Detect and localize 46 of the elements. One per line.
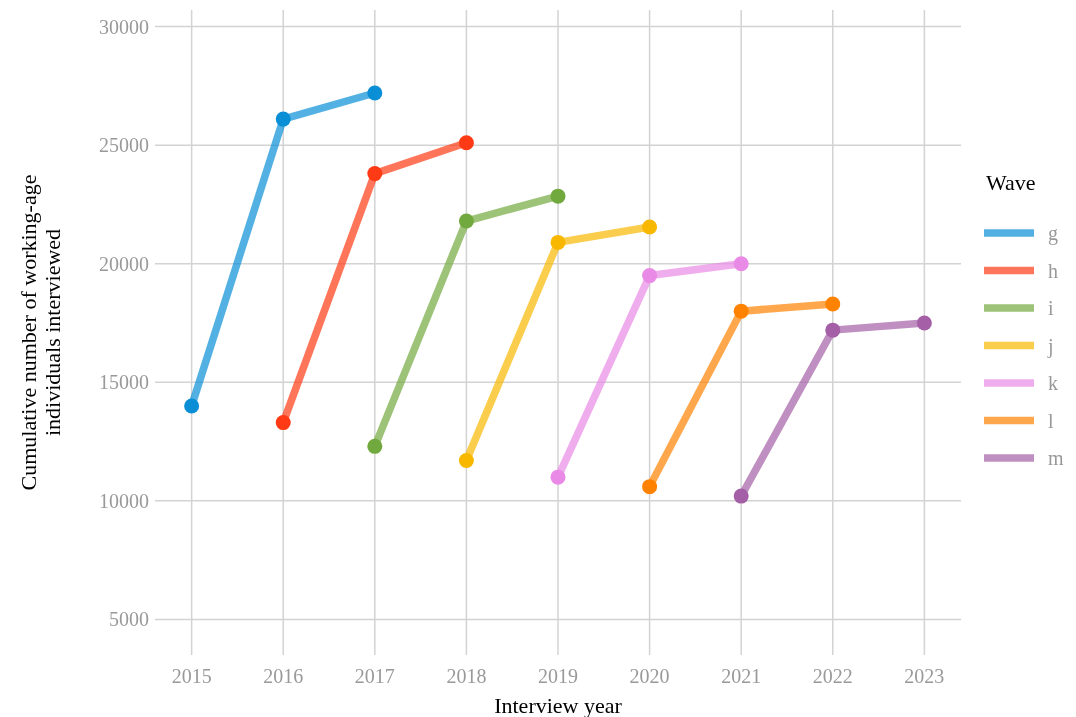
point (367, 85, 383, 101)
point (550, 188, 566, 204)
point (733, 256, 749, 272)
point (642, 219, 658, 235)
legend-label: g (1048, 222, 1058, 245)
y-tick-label: 30000 (99, 15, 149, 38)
point (733, 303, 749, 319)
point (367, 166, 383, 182)
point (275, 415, 291, 431)
x-tick-label: 2020 (629, 665, 670, 687)
point (184, 398, 200, 414)
point (367, 438, 383, 454)
point (825, 296, 841, 312)
point (642, 268, 658, 284)
x-tick-label: 2016 (263, 665, 304, 687)
legend-label: i (1048, 297, 1054, 319)
legend-label: m (1048, 447, 1064, 469)
point (550, 234, 566, 250)
legend-title: Wave (986, 170, 1036, 195)
legend-label: l (1048, 409, 1054, 432)
y-tick-label: 15000 (99, 371, 149, 394)
point (825, 322, 841, 338)
point (458, 213, 474, 229)
legend-label: h (1048, 259, 1058, 282)
y-tick-label: 20000 (99, 252, 149, 275)
legend-label: j (1047, 334, 1054, 358)
point (733, 488, 749, 504)
x-tick-label: 2023 (904, 665, 945, 687)
legend-label: k (1048, 372, 1058, 394)
x-tick-label: 2021 (721, 665, 762, 687)
point (642, 479, 658, 495)
x-tick-label: 2015 (171, 665, 212, 687)
point (458, 453, 474, 469)
x-tick-label: 2022 (812, 665, 853, 687)
x-tick-label: 2018 (446, 665, 487, 687)
point (916, 315, 932, 331)
y-tick-label: 10000 (99, 489, 149, 512)
point (458, 135, 474, 151)
y-axis-title: Cumulative number of working-age individuals interviewed (16, 174, 65, 491)
x-tick-label: 2019 (538, 665, 578, 687)
x-tick-label: 2017 (354, 665, 395, 687)
y-tick-label: 25000 (99, 134, 149, 157)
x-axis-title: Interview year (494, 693, 623, 717)
point (550, 469, 566, 485)
y-tick-label: 5000 (109, 608, 149, 631)
point (275, 111, 291, 127)
